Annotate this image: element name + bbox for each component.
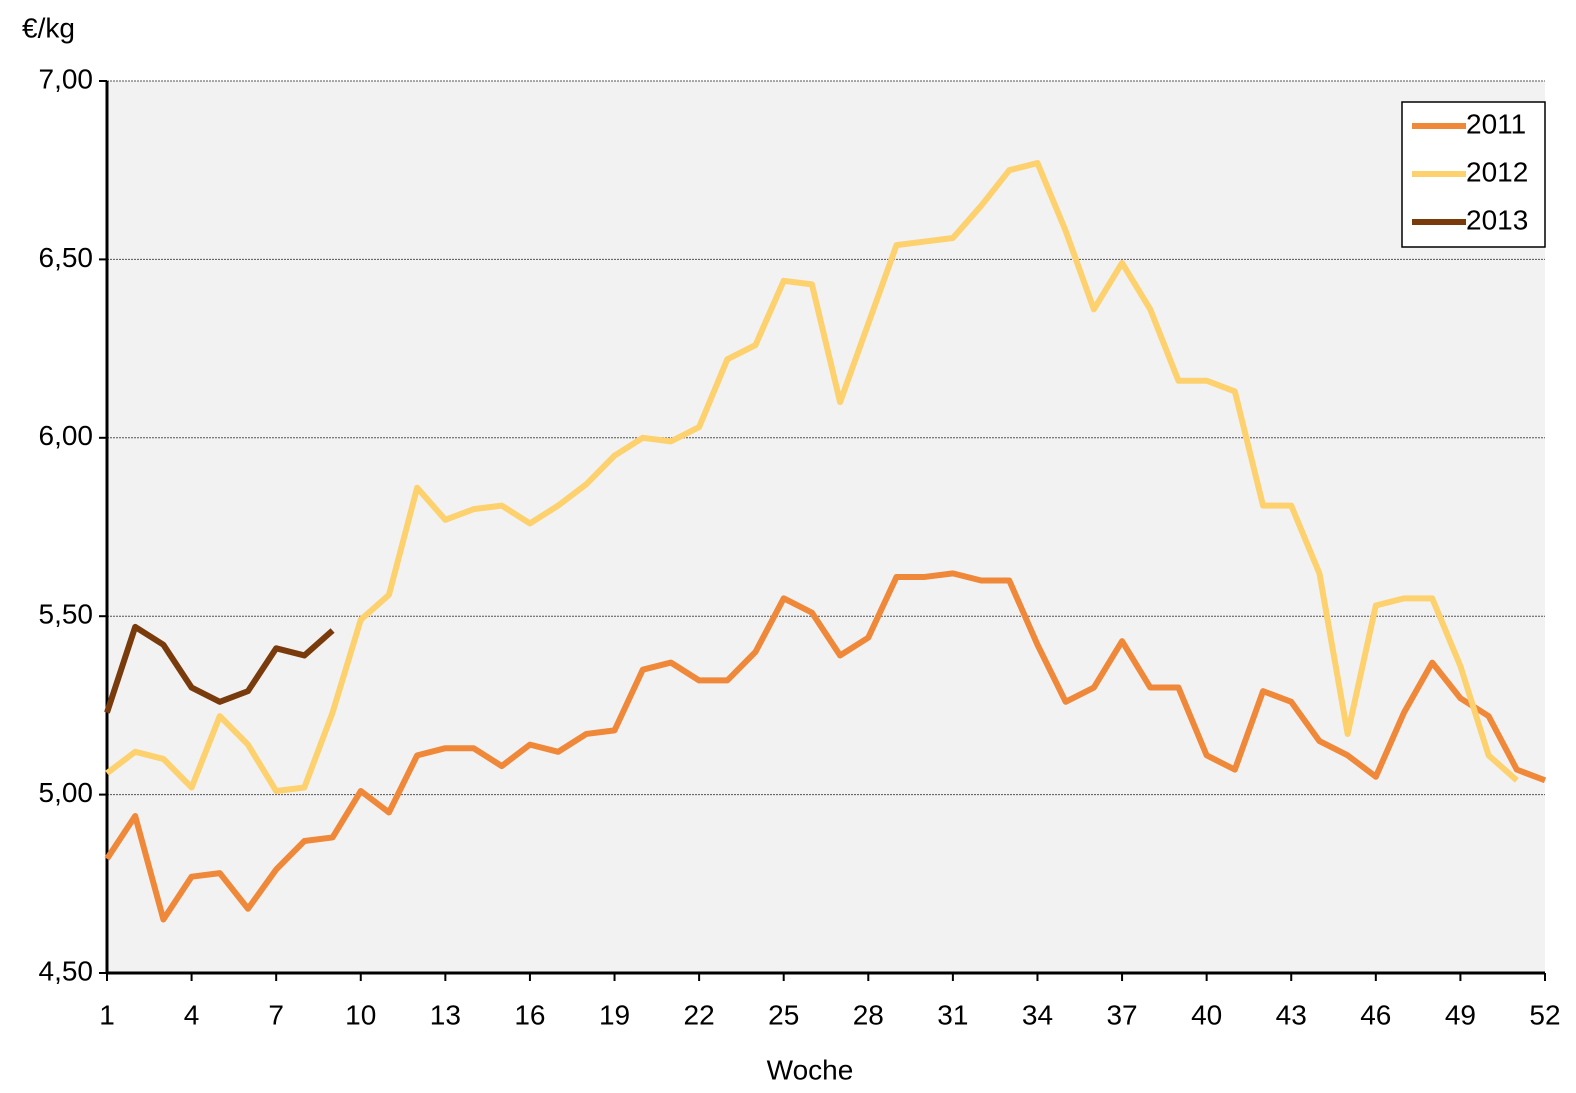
x-tick-label: 43 [1276,999,1307,1030]
legend-label: 2012 [1466,156,1528,187]
legend-label: 2011 [1466,108,1526,139]
x-tick-label: 7 [268,999,284,1030]
x-tick-label: 37 [1106,999,1137,1030]
x-tick-label: 13 [430,999,461,1030]
y-tick-label: 5,50 [39,599,94,630]
x-tick-label: 49 [1445,999,1476,1030]
legend-label: 2013 [1466,204,1528,235]
x-tick-label: 19 [599,999,630,1030]
x-tick-label: 52 [1529,999,1560,1030]
x-tick-label: 25 [768,999,799,1030]
x-axis-label: Woche [767,1054,854,1085]
data-line [104,570,1547,923]
data-line [105,160,1519,795]
data-line [104,623,335,714]
plot-area [107,81,1545,973]
y-tick-label: 4,50 [39,955,94,986]
x-tick-label: 34 [1022,999,1053,1030]
y-tick-label: 7,00 [39,63,94,94]
x-tick-label: 22 [684,999,715,1030]
x-tick-label: 46 [1360,999,1391,1030]
y-tick-label: 6,00 [39,420,94,451]
x-tick-label: 4 [184,999,200,1030]
x-tick-label: 40 [1191,999,1222,1030]
x-tick-label: 31 [937,999,968,1030]
y-tick-label: 6,50 [39,242,94,273]
x-tick-label: 10 [345,999,376,1030]
x-tick-label: 28 [853,999,884,1030]
x-tick-label: 1 [99,999,115,1030]
y-tick-label: 5,00 [39,777,94,808]
x-tick-label: 16 [514,999,545,1030]
y-axis-label: €/kg [22,12,75,43]
